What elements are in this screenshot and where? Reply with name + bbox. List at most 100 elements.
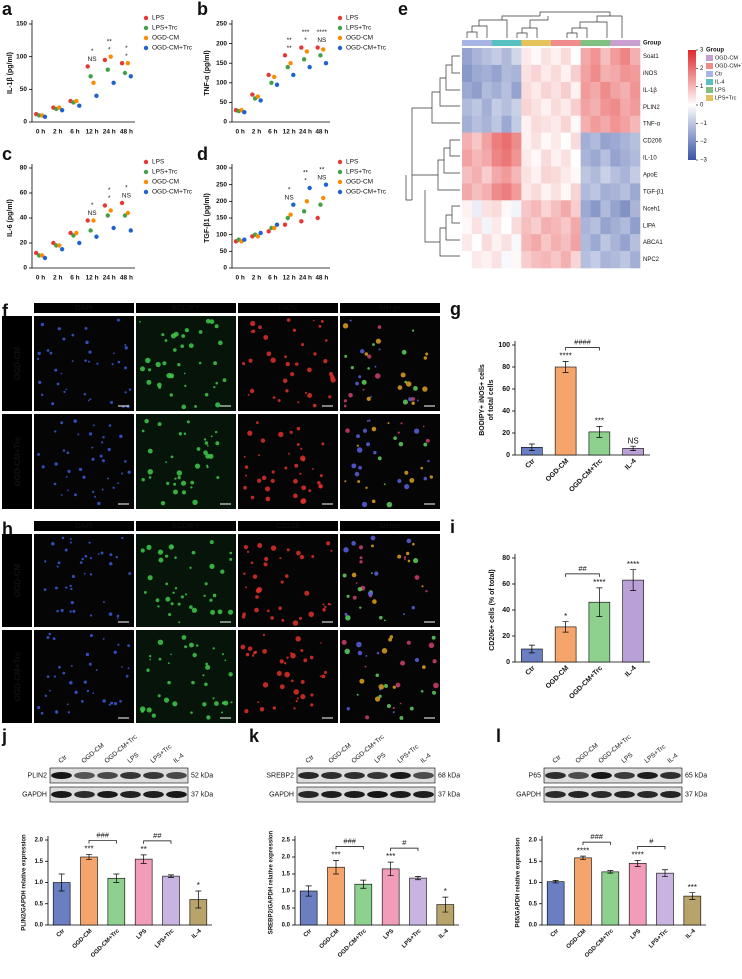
- cell: [229, 557, 233, 561]
- cell: [108, 703, 111, 706]
- cell: [329, 372, 333, 376]
- cell: [189, 566, 192, 569]
- cell: [85, 652, 90, 657]
- significance: *: [108, 46, 111, 53]
- bracket-label: #: [402, 838, 407, 847]
- cell: [368, 419, 371, 422]
- cell: [149, 658, 152, 661]
- cell: [378, 348, 381, 351]
- blot-band: [344, 791, 365, 798]
- cell: [172, 489, 178, 495]
- blot-band: [390, 772, 411, 779]
- bracket-label: ###: [343, 836, 356, 845]
- significance: *: [91, 202, 94, 209]
- heatmap-cell: [630, 98, 641, 116]
- channel-header-bg: [34, 521, 134, 531]
- y-tick-label: 0.5: [529, 901, 538, 907]
- significance: **: [287, 37, 293, 44]
- y-tick-label: 80: [502, 364, 510, 371]
- cell: [146, 379, 152, 385]
- cell: [350, 365, 354, 370]
- cell: [84, 327, 88, 330]
- colorbar-tick-label: −3: [700, 158, 708, 164]
- cell: [281, 618, 285, 622]
- cell: [346, 594, 350, 598]
- group-legend-title: Group: [706, 48, 724, 54]
- heatmap-cell: [590, 234, 601, 252]
- cell: [212, 647, 215, 650]
- data-point: [42, 255, 48, 261]
- cell: [262, 682, 269, 688]
- group-legend-swatch: [706, 71, 713, 77]
- cell: [381, 648, 388, 654]
- y-tick-label: 150: [216, 60, 227, 67]
- heatmap-cell: [462, 217, 473, 235]
- error-bar: [552, 880, 559, 884]
- cell: [374, 365, 377, 368]
- x-tick-label: 48 h: [315, 275, 328, 282]
- cell: [243, 572, 246, 576]
- error-bar: [562, 361, 569, 373]
- cell: [277, 398, 281, 403]
- heatmap-cell: [471, 217, 483, 235]
- y-axis-label: SREBP2/GAPDH relative expression: [269, 830, 275, 934]
- cell: [310, 693, 314, 697]
- cell: [88, 350, 92, 354]
- data-point: [108, 54, 113, 59]
- cell: [400, 660, 406, 666]
- y-tick-label: 0.5: [35, 901, 44, 907]
- x-tick-label: OGD-CM: [545, 665, 571, 691]
- heatmap-cell: [590, 166, 601, 184]
- cell: [102, 638, 105, 640]
- group-legend-swatch: [706, 87, 713, 93]
- cell: [109, 561, 113, 566]
- cell: [102, 601, 105, 604]
- blot-strip: [296, 786, 436, 803]
- cell: [351, 463, 357, 469]
- cell: [157, 694, 161, 698]
- error-bar: [387, 861, 394, 877]
- heatmap-cell: [511, 183, 522, 201]
- cell: [181, 334, 186, 338]
- y-tick-label: 20: [20, 240, 28, 247]
- cell: [373, 450, 377, 455]
- cell: [157, 605, 160, 608]
- significance: NS: [317, 174, 327, 181]
- cell: [156, 382, 162, 388]
- heatmap-cell: [521, 166, 532, 184]
- y-tick-label: 0: [223, 119, 227, 126]
- error-bar: [580, 855, 586, 860]
- heatmap-cell: [541, 166, 552, 184]
- heatmap-cell: [570, 183, 581, 201]
- cell: [146, 668, 150, 672]
- x-tick-label: LPS: [136, 928, 148, 940]
- data-point: [318, 53, 323, 58]
- blot-band: [660, 791, 681, 798]
- heatmap-cell: [560, 48, 572, 66]
- panel-letter: g: [450, 299, 461, 319]
- cell: [181, 404, 187, 410]
- channel-header-bg: [340, 521, 440, 531]
- heatmap-cell: [551, 48, 562, 66]
- cell: [113, 702, 118, 706]
- blot-band: [413, 791, 434, 798]
- blot-strip: [296, 767, 436, 784]
- cell: [245, 652, 250, 657]
- bar: [134, 858, 153, 926]
- heatmap-cell: [610, 234, 621, 252]
- data-point: [291, 72, 296, 78]
- colorbar: [688, 50, 696, 160]
- cell: [356, 434, 360, 439]
- cell: [300, 447, 303, 450]
- data-point: [299, 45, 304, 50]
- bracket: [637, 846, 666, 850]
- data-point: [88, 228, 93, 233]
- error-bar: [630, 445, 637, 451]
- cell: [214, 324, 219, 329]
- heatmap-cell: [531, 115, 542, 133]
- row-label: NPC2: [643, 257, 660, 263]
- heatmap-cell: [570, 234, 581, 252]
- cell: [284, 574, 289, 578]
- cell: [88, 541, 91, 544]
- bar: [628, 863, 647, 926]
